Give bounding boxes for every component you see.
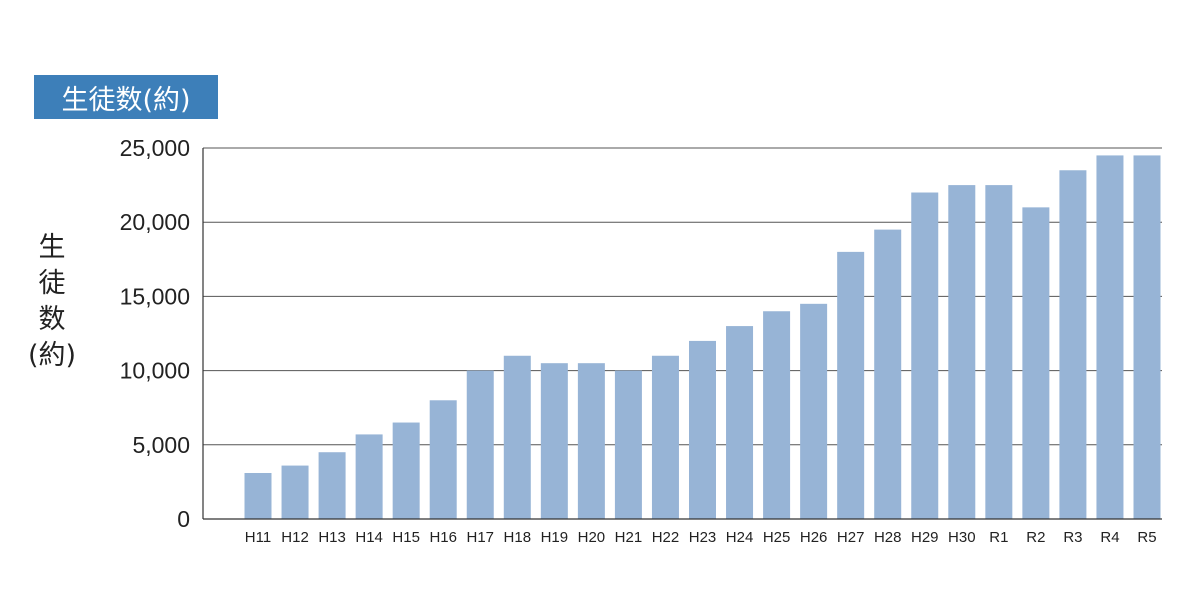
- bar: [1059, 170, 1087, 519]
- y-tick-label: 5,000: [132, 432, 190, 458]
- bar: [1133, 155, 1161, 520]
- x-tick-label: H22: [652, 529, 680, 546]
- bar: [726, 326, 754, 519]
- x-tick-label: R2: [1026, 529, 1045, 546]
- x-tick-label: H16: [429, 529, 457, 546]
- x-tick-label: H12: [281, 529, 309, 546]
- x-tick-label: H13: [318, 529, 346, 546]
- x-tick-label: H21: [615, 529, 643, 546]
- y-axis-label-char: 生: [38, 232, 66, 263]
- y-tick-label: 20,000: [120, 209, 190, 235]
- x-tick-label: H25: [763, 529, 791, 546]
- y-tick-label: 10,000: [120, 358, 190, 384]
- bar: [911, 192, 939, 519]
- bar: [689, 340, 716, 519]
- x-tick-label: R1: [989, 529, 1008, 546]
- bar: [1096, 155, 1124, 520]
- bar: [874, 229, 902, 519]
- y-tick-label: 25,000: [120, 135, 190, 161]
- x-tick-label: H29: [911, 529, 939, 546]
- x-tick-label: H15: [392, 529, 420, 546]
- x-tick-label: H20: [578, 529, 606, 546]
- bar: [392, 422, 420, 519]
- x-tick-label: H26: [800, 529, 828, 546]
- bar: [651, 355, 679, 519]
- bar: [466, 370, 494, 519]
- bar: [614, 370, 642, 519]
- y-axis-label-char: 徒: [38, 268, 66, 299]
- x-tick-label: H27: [837, 529, 865, 546]
- bar: [503, 355, 531, 519]
- x-tick-label: R5: [1137, 529, 1156, 546]
- y-axis-label-char: 数: [38, 304, 66, 335]
- chart-title: 生徒数(約): [61, 84, 191, 116]
- y-tick-label: 0: [177, 506, 190, 532]
- bar: [355, 434, 383, 519]
- bar: [577, 363, 605, 519]
- chart-title-badge: 生徒数(約): [34, 75, 218, 119]
- bar: [837, 251, 865, 519]
- bar: [948, 185, 976, 519]
- bar: [244, 472, 272, 519]
- x-tick-label: H24: [726, 529, 754, 546]
- x-tick-label: R4: [1100, 529, 1119, 546]
- x-tick-label: H14: [355, 529, 383, 546]
- x-tick-label: H30: [948, 529, 976, 546]
- bar: [281, 465, 309, 519]
- y-tick-label: 15,000: [120, 283, 190, 309]
- x-tick-label: H17: [466, 529, 494, 546]
- bar: [985, 185, 1013, 519]
- y-axis-label-char: (約): [27, 340, 77, 371]
- x-tick-label: H23: [689, 529, 717, 546]
- bar: [1022, 207, 1050, 520]
- bar: [540, 363, 568, 519]
- x-tick-label: R3: [1063, 529, 1082, 546]
- bar: [800, 303, 828, 519]
- x-tick-label: H18: [504, 529, 532, 546]
- y-axis-label: 生徒数 (約): [24, 230, 80, 374]
- x-tick-label: H19: [541, 529, 569, 546]
- bar: [763, 311, 791, 519]
- x-tick-label: H11: [245, 529, 271, 546]
- bar: [429, 400, 457, 519]
- bar: [318, 452, 346, 519]
- x-tick-label: H28: [874, 529, 902, 546]
